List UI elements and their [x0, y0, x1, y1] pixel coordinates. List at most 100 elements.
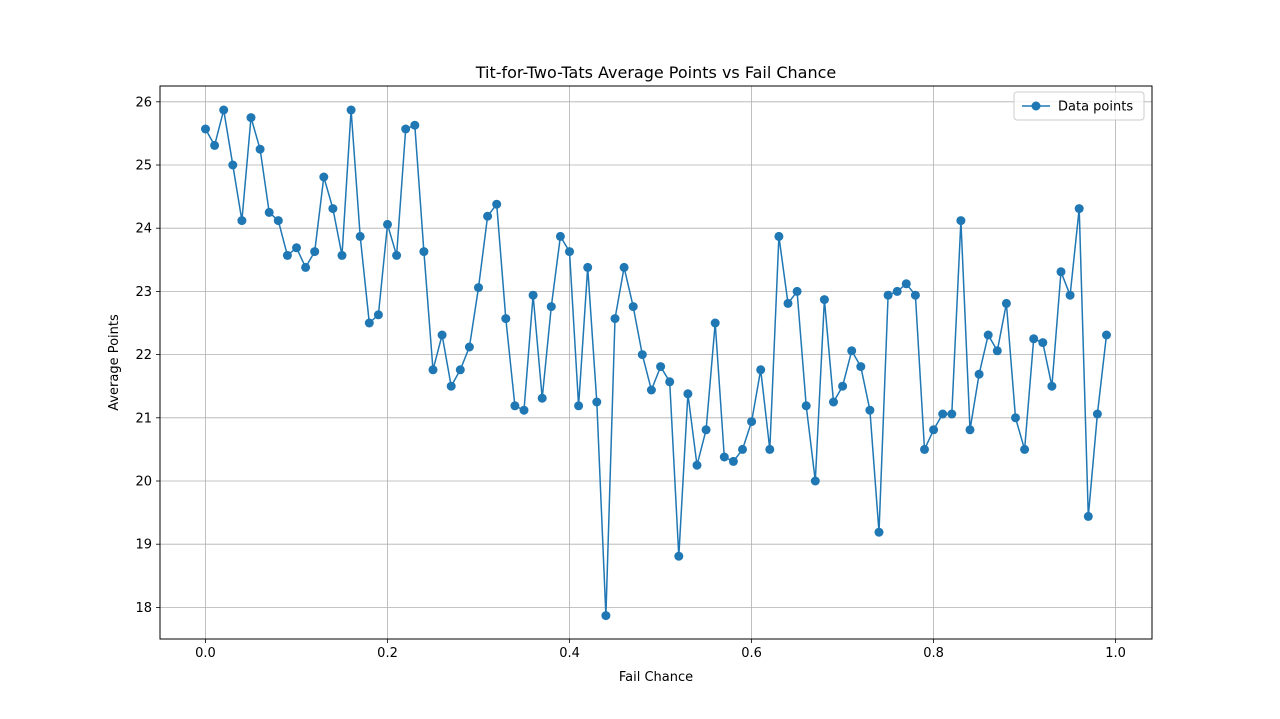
data-point — [974, 369, 984, 379]
data-point — [328, 204, 338, 214]
data-point — [710, 318, 720, 328]
y-tick-label: 25 — [135, 159, 152, 174]
data-point — [665, 377, 675, 387]
data-point — [719, 452, 729, 462]
legend-box — [1013, 91, 1145, 121]
data-point — [929, 425, 939, 435]
data-point — [674, 551, 684, 561]
data-point — [1047, 381, 1057, 391]
data-point — [410, 120, 420, 130]
data-point — [501, 314, 511, 324]
data-point — [319, 172, 329, 182]
data-point — [810, 476, 820, 486]
data-point — [692, 460, 702, 470]
data-point — [765, 444, 775, 454]
y-tick-label: 18 — [135, 601, 152, 616]
data-point — [355, 231, 365, 241]
data-point — [574, 401, 584, 411]
data-point — [865, 405, 875, 415]
data-point — [546, 302, 556, 312]
data-point — [965, 425, 975, 435]
data-point — [829, 397, 838, 407]
x-axis-label: Fail Chance — [619, 670, 693, 685]
plot-area-frame — [159, 85, 1153, 640]
data-point — [1020, 444, 1030, 454]
data-point — [920, 444, 929, 454]
data-point — [373, 310, 383, 320]
data-point — [756, 365, 766, 375]
data-point — [738, 444, 747, 454]
data-point — [337, 250, 347, 260]
data-point — [747, 417, 757, 427]
y-tick-label: 24 — [135, 222, 152, 237]
y-axis-ticks: 18 19 20 21 22 23 24 25 26 — [135, 95, 160, 616]
data-point — [237, 216, 247, 226]
data-point — [565, 247, 574, 257]
data-point — [537, 393, 547, 403]
data-point — [637, 350, 647, 360]
data-series — [201, 105, 1111, 621]
data-point — [219, 105, 229, 115]
data-point — [201, 124, 210, 134]
y-tick-label: 21 — [135, 411, 152, 426]
data-point — [528, 290, 538, 300]
data-point — [983, 330, 993, 340]
data-point — [1056, 267, 1066, 277]
data-point — [519, 405, 529, 415]
x-tick-label: 0.4 — [559, 646, 580, 661]
data-point — [273, 216, 283, 226]
data-point — [301, 262, 311, 272]
data-point — [1029, 334, 1039, 344]
data-point — [1001, 298, 1011, 308]
x-tick-label: 0.8 — [923, 646, 944, 661]
data-point — [310, 247, 320, 257]
data-point — [346, 105, 356, 115]
data-point — [446, 381, 456, 391]
data-point — [401, 124, 411, 134]
data-point — [1011, 413, 1020, 423]
data-point — [228, 160, 238, 170]
data-point — [1102, 330, 1111, 340]
data-point — [792, 286, 802, 296]
data-point — [947, 409, 957, 419]
data-point — [583, 262, 593, 272]
data-point — [383, 219, 392, 229]
x-axis-ticks: 0.0 0.2 0.4 0.6 0.8 1.0 — [195, 639, 1126, 661]
data-point — [1038, 338, 1048, 348]
data-point — [292, 243, 301, 253]
data-point — [264, 207, 274, 217]
grid-lines — [160, 86, 1152, 639]
data-point — [892, 286, 902, 296]
data-point — [210, 140, 220, 150]
data-point — [883, 290, 893, 300]
data-point — [646, 385, 656, 395]
data-point — [474, 283, 483, 293]
data-point — [938, 409, 948, 419]
data-point — [455, 365, 465, 375]
data-point — [783, 298, 793, 308]
y-tick-label: 20 — [135, 475, 152, 490]
y-tick-label: 26 — [135, 95, 152, 110]
data-point — [838, 381, 848, 391]
data-point — [483, 211, 493, 221]
data-point — [656, 362, 666, 372]
legend-marker-swatch — [1031, 101, 1041, 111]
data-point — [856, 362, 866, 372]
data-point — [701, 425, 711, 435]
data-point — [956, 216, 966, 226]
data-point — [619, 262, 629, 272]
data-point — [364, 318, 374, 328]
data-point — [246, 113, 256, 123]
data-point — [392, 250, 402, 260]
y-tick-label: 23 — [135, 285, 152, 300]
x-tick-label: 0.2 — [377, 646, 398, 661]
data-point — [992, 346, 1002, 356]
x-tick-label: 1.0 — [1105, 646, 1126, 661]
data-point — [492, 199, 502, 209]
data-point — [683, 389, 693, 399]
data-point — [601, 611, 611, 621]
x-tick-label: 0.0 — [195, 646, 216, 661]
data-point — [628, 302, 638, 312]
legend: Data points — [1013, 91, 1145, 121]
legend-label: Data points — [1058, 100, 1133, 115]
